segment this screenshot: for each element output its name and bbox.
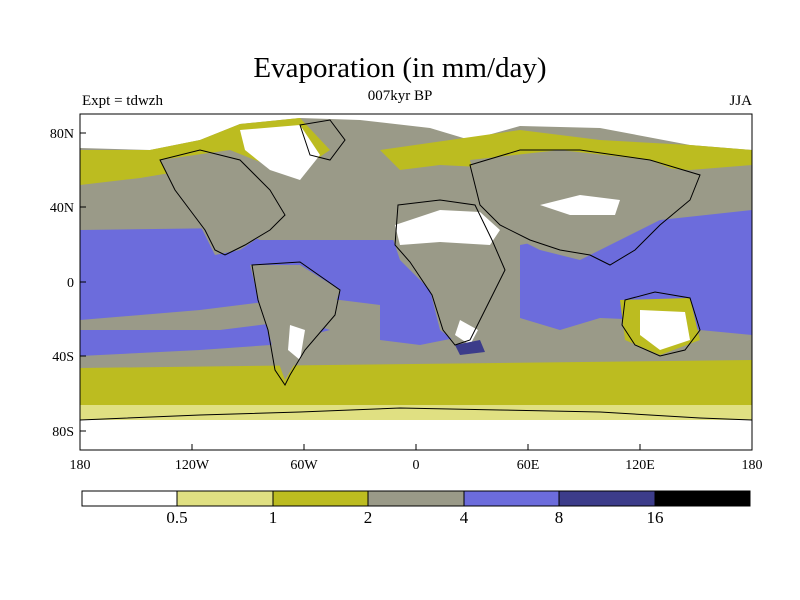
y-tick-label: 40N [50,201,74,216]
x-tick-label: 60W [290,458,318,473]
map-title: Evaporation (in mm/day) [253,52,547,84]
y-tick-label: 80N [50,127,74,142]
y-axis-labels: 80N 40N 0 40S 80S [50,127,74,440]
x-tick-label: 120E [625,458,655,473]
colorbar-label: 1 [269,508,278,527]
y-tick-label: 0 [67,276,74,291]
colorbar-swatch [559,491,655,506]
y-tick-label: 80S [52,425,74,440]
y-tick-label: 40S [52,350,74,365]
colorbar-label: 2 [364,508,373,527]
colorbar-swatch [464,491,559,506]
colorbar-label: 16 [647,508,664,527]
x-tick-label: 60E [517,458,540,473]
evaporation-map [79,113,753,451]
colorbar-label: 8 [555,508,564,527]
season-label: JJA [729,93,752,109]
colorbar-swatch [273,491,368,506]
x-tick-label: 180 [742,458,763,473]
colorbar-swatch [82,491,177,506]
colorbar-swatch [177,491,273,506]
x-tick-label: 0 [413,458,420,473]
colorbar-swatch [655,491,750,506]
map-subtitle: 007kyr BP [367,88,433,104]
x-tick-label: 120W [175,458,210,473]
x-tick-label: 180 [70,458,91,473]
colorbar-label: 4 [460,508,469,527]
colorbar-label: 0.5 [166,508,187,527]
colorbar: 0.5 1 2 4 8 16 [81,490,751,527]
colorbar-swatch [368,491,464,506]
experiment-label: Expt = tdwzh [82,93,163,109]
x-axis-labels: 180 120W 60W 0 60E 120E 180 [70,458,763,473]
